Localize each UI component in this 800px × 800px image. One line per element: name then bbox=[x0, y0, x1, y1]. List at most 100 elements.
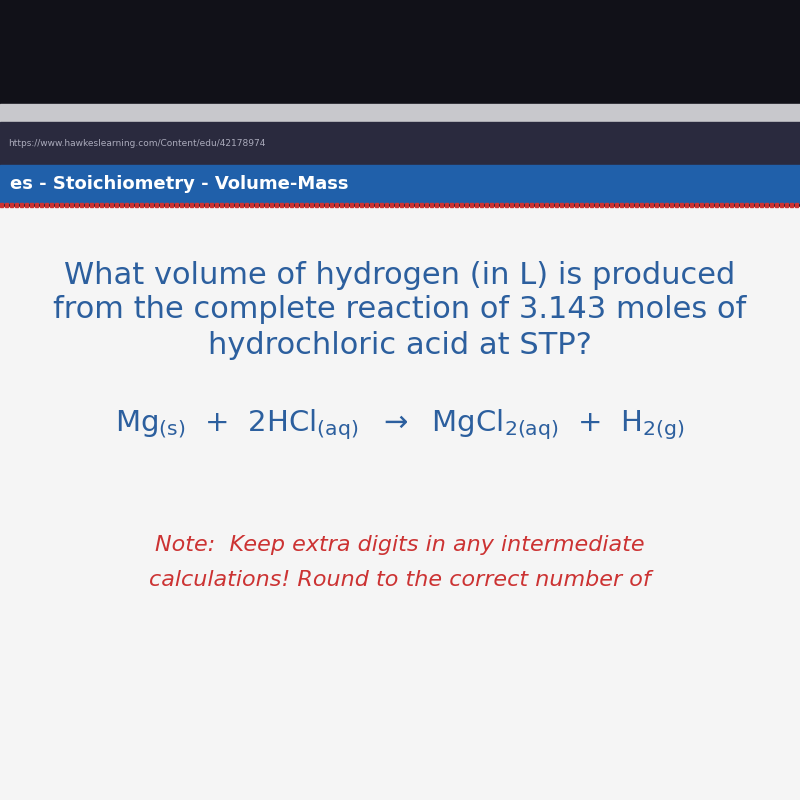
Bar bbox=[680, 203, 683, 207]
Bar bbox=[650, 203, 653, 207]
Bar bbox=[590, 203, 593, 207]
Bar bbox=[175, 203, 178, 207]
Bar bbox=[530, 203, 533, 207]
Bar bbox=[50, 203, 53, 207]
Bar bbox=[685, 203, 688, 207]
Bar bbox=[280, 203, 283, 207]
Bar bbox=[200, 203, 203, 207]
Bar bbox=[20, 203, 23, 207]
Bar bbox=[105, 203, 108, 207]
Bar bbox=[665, 203, 668, 207]
Bar bbox=[515, 203, 518, 207]
Bar bbox=[125, 203, 128, 207]
Bar bbox=[470, 203, 473, 207]
Bar bbox=[640, 203, 643, 207]
Bar bbox=[80, 203, 83, 207]
Bar bbox=[15, 203, 18, 207]
Bar bbox=[740, 203, 743, 207]
Bar bbox=[120, 203, 123, 207]
Bar bbox=[355, 203, 358, 207]
Text: $\mathregular{Mg}$$_{\mathregular{(s)}}$  $+$  $\mathregular{2HCl}$$_{\mathregul: $\mathregular{Mg}$$_{\mathregular{(s)}}$… bbox=[115, 408, 685, 442]
Bar bbox=[560, 203, 563, 207]
Bar bbox=[420, 203, 423, 207]
Bar bbox=[600, 203, 603, 207]
Bar bbox=[500, 203, 503, 207]
Bar bbox=[445, 203, 448, 207]
Bar bbox=[230, 203, 233, 207]
Bar bbox=[525, 203, 528, 207]
Bar bbox=[490, 203, 493, 207]
Bar bbox=[785, 203, 788, 207]
Bar bbox=[510, 203, 513, 207]
Bar bbox=[520, 203, 523, 207]
Bar bbox=[150, 203, 153, 207]
Bar bbox=[435, 203, 438, 207]
Bar bbox=[440, 203, 443, 207]
Bar bbox=[755, 203, 758, 207]
Bar bbox=[390, 203, 393, 207]
Bar bbox=[190, 203, 193, 207]
Bar bbox=[625, 203, 628, 207]
Bar bbox=[95, 203, 98, 207]
Bar bbox=[375, 203, 378, 207]
Text: es - Stoichiometry - Volume-Mass: es - Stoichiometry - Volume-Mass bbox=[10, 175, 349, 193]
Bar bbox=[295, 203, 298, 207]
Bar bbox=[90, 203, 93, 207]
Bar bbox=[700, 203, 703, 207]
Bar bbox=[750, 203, 753, 207]
Bar bbox=[100, 203, 103, 207]
Bar bbox=[350, 203, 353, 207]
Bar bbox=[30, 203, 33, 207]
Bar bbox=[85, 203, 88, 207]
Bar bbox=[0, 104, 800, 122]
Bar bbox=[400, 203, 403, 207]
Bar bbox=[310, 203, 313, 207]
Bar bbox=[65, 203, 68, 207]
Bar bbox=[775, 203, 778, 207]
Text: from the complete reaction of 3.143 moles of: from the complete reaction of 3.143 mole… bbox=[54, 295, 746, 325]
Bar bbox=[605, 203, 608, 207]
Bar bbox=[160, 203, 163, 207]
Bar bbox=[300, 203, 303, 207]
Bar bbox=[205, 203, 208, 207]
Bar bbox=[480, 203, 483, 207]
Bar bbox=[170, 203, 173, 207]
Bar bbox=[620, 203, 623, 207]
Bar bbox=[0, 122, 800, 165]
Text: hydrochloric acid at STP?: hydrochloric acid at STP? bbox=[208, 330, 592, 359]
Bar bbox=[270, 203, 273, 207]
Bar bbox=[25, 203, 28, 207]
Bar bbox=[795, 203, 798, 207]
Bar bbox=[130, 203, 133, 207]
Bar bbox=[475, 203, 478, 207]
Bar bbox=[695, 203, 698, 207]
Bar bbox=[345, 203, 348, 207]
Bar bbox=[135, 203, 138, 207]
Text: calculations! Round to the correct number of: calculations! Round to the correct numbe… bbox=[149, 570, 651, 590]
Bar bbox=[675, 203, 678, 207]
Bar bbox=[410, 203, 413, 207]
Bar bbox=[505, 203, 508, 207]
Bar bbox=[415, 203, 418, 207]
Bar bbox=[615, 203, 618, 207]
Bar bbox=[710, 203, 713, 207]
Bar bbox=[370, 203, 373, 207]
Bar bbox=[0, 165, 800, 203]
Bar bbox=[235, 203, 238, 207]
Bar bbox=[745, 203, 748, 207]
Bar bbox=[0, 203, 3, 207]
Bar bbox=[765, 203, 768, 207]
Bar bbox=[320, 203, 323, 207]
Bar bbox=[485, 203, 488, 207]
Bar bbox=[290, 203, 293, 207]
Bar bbox=[425, 203, 428, 207]
Bar bbox=[535, 203, 538, 207]
Text: Note:  Keep extra digits in any intermediate: Note: Keep extra digits in any intermedi… bbox=[155, 535, 645, 555]
Bar bbox=[285, 203, 288, 207]
Bar bbox=[305, 203, 308, 207]
Bar bbox=[690, 203, 693, 207]
Bar bbox=[360, 203, 363, 207]
Bar bbox=[240, 203, 243, 207]
Bar bbox=[730, 203, 733, 207]
Bar bbox=[145, 203, 148, 207]
